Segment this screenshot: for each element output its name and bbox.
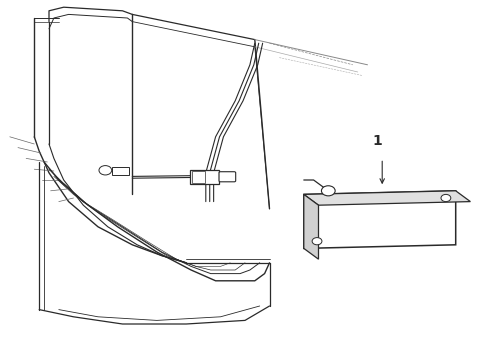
Polygon shape <box>304 191 456 248</box>
FancyBboxPatch shape <box>219 172 236 182</box>
Circle shape <box>441 194 451 202</box>
FancyBboxPatch shape <box>192 171 205 183</box>
Circle shape <box>321 186 335 196</box>
Polygon shape <box>304 191 470 205</box>
FancyBboxPatch shape <box>112 167 129 175</box>
Circle shape <box>99 166 112 175</box>
Text: 1: 1 <box>372 134 382 148</box>
Circle shape <box>312 238 322 245</box>
FancyBboxPatch shape <box>190 170 219 184</box>
Polygon shape <box>304 194 318 259</box>
